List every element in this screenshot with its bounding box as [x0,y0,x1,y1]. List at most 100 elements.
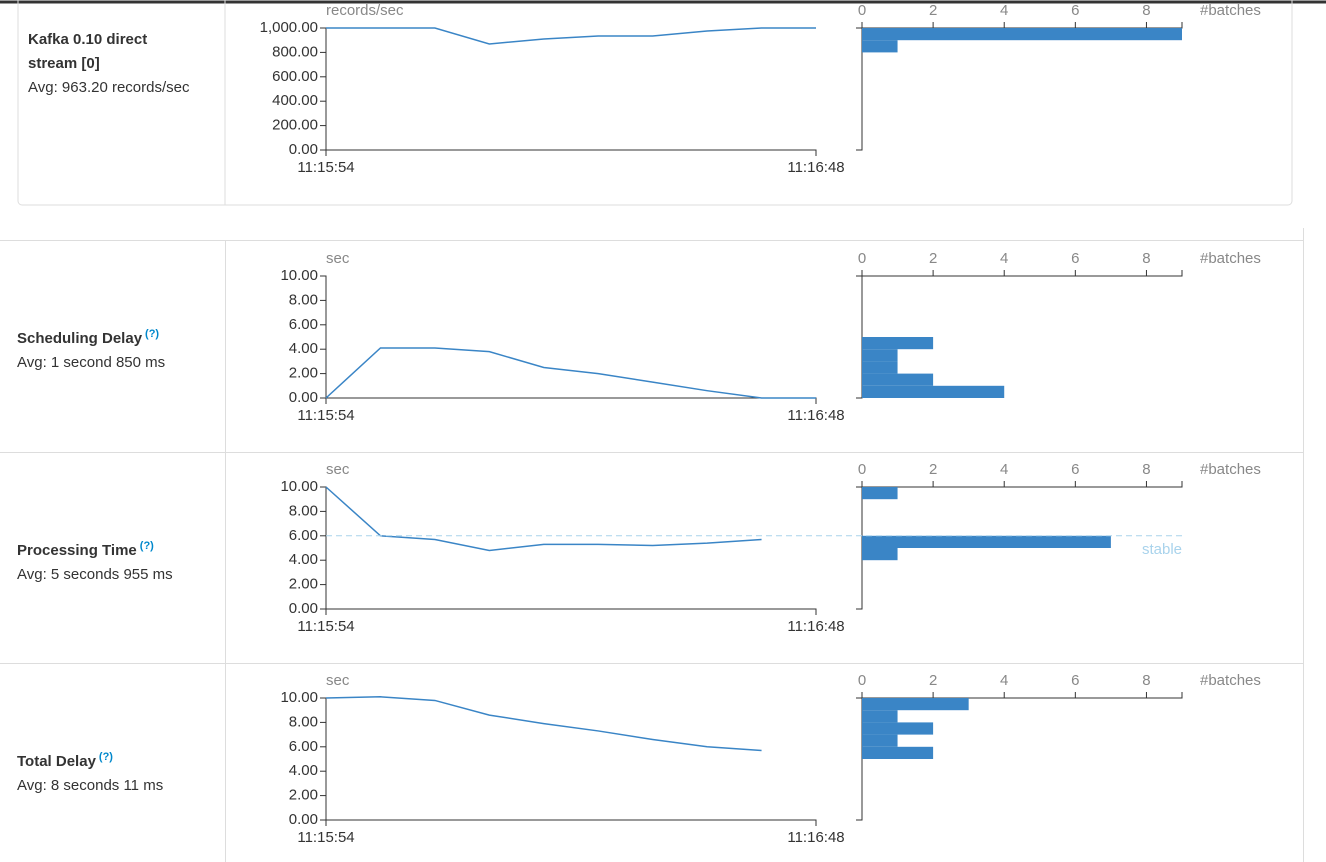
y-tick-label: 2.00 [289,365,318,382]
histogram-x-tick-label: 4 [1000,2,1008,19]
histogram-x-tick-label: 4 [1000,250,1008,267]
x-tick-label: 11:15:54 [297,407,354,424]
y-axis [320,486,327,610]
y-tick-label: 0.00 [289,811,318,828]
histogram-axis-label: #batches [1200,461,1261,478]
y-tick-label: 4.00 [289,551,318,568]
metric-name: Processing Time [17,542,137,559]
y-tick-label: 0.00 [289,600,318,617]
y-tick-label: 2.00 [289,787,318,804]
metric-average: Avg: 8 seconds 11 ms [17,777,164,794]
y-tick-label: 8.00 [289,713,318,730]
metric-title: Processing Time (?) [17,534,217,563]
metric-average: Avg: 963.20 records/sec [28,79,190,96]
y-tick-label: 200.00 [272,117,318,134]
y-axis [320,275,327,399]
histogram-x-tick-label: 6 [1071,672,1079,689]
metric-name: Scheduling Delay [17,330,143,347]
y-tick-label: 4.00 [289,762,318,779]
x-tick-label: 11:15:54 [297,829,354,846]
histogram-x-tick-label: 2 [929,461,937,478]
metric-label: Scheduling Delay (?) Avg: 1 second 850 ms [17,322,217,375]
histogram-x-tick-label: 8 [1142,250,1150,267]
metric-title: Total Delay (?) [17,745,217,774]
metric-name: Total Delay [17,753,96,770]
histogram-axis-label: #batches [1200,250,1261,267]
timeline-line [326,27,816,45]
histogram-axis-label: #batches [1200,672,1261,689]
histogram-x-tick-label: 2 [929,250,937,267]
y-tick-label: 1,000.00 [260,19,318,36]
histogram-y-axis [856,27,863,151]
y-tick-label: 10.00 [280,267,318,284]
x-tick-label: 11:15:54 [297,159,354,176]
metric-label: Kafka 0.10 direct stream [0] Avg: 963.20 … [28,28,193,100]
input-box [17,0,1293,206]
histogram-x-axis [861,270,1183,277]
histogram-x-tick-label: 8 [1142,672,1150,689]
help-icon[interactable]: (?) [98,751,113,763]
metric-title: Kafka 0.10 direct stream [0] [28,28,193,76]
histogram-bar [862,337,934,350]
histogram-x-tick-label: 6 [1071,2,1079,19]
metric-label: Processing Time (?) Avg: 5 seconds 955 ms [17,534,217,587]
histogram-x-tick-label: 4 [1000,672,1008,689]
histogram-bar [862,487,898,500]
y-tick-label: 4.00 [289,340,318,357]
metric-label: Total Delay (?) Avg: 8 seconds 11 ms [17,745,217,798]
timeline-line [325,347,816,399]
x-axis [325,149,817,156]
y-axis-unit: sec [326,672,350,689]
histogram-bar [862,361,898,374]
y-axis-unit: sec [326,461,350,478]
x-tick-label: 11:16:48 [787,618,844,635]
y-tick-label: 0.00 [289,141,318,158]
histogram-x-tick-label: 6 [1071,461,1079,478]
histogram-y-axis [856,275,863,399]
histogram-x-axis [861,692,1183,699]
histogram-x-tick-label: 2 [929,672,937,689]
y-tick-label: 6.00 [289,316,318,333]
timeline-line [325,486,762,552]
histogram-x-axis [861,22,1183,29]
metric-average: Avg: 1 second 850 ms [17,354,166,371]
y-axis-unit: records/sec [326,2,404,19]
y-axis-unit: sec [326,250,350,267]
stable-label: stable [1142,541,1182,558]
histogram-x-tick-label: 8 [1142,461,1150,478]
y-tick-label: 400.00 [272,92,318,109]
histogram-bar [862,40,898,53]
help-icon[interactable]: (?) [145,328,160,340]
histogram-bar [862,698,969,711]
y-tick-label: 10.00 [280,478,318,495]
histogram-y-axis [856,697,863,821]
histogram-y-axis [856,486,863,610]
histogram-x-tick-label: 0 [858,461,866,478]
histogram-bar [862,710,898,723]
y-tick-label: 800.00 [272,43,318,60]
histogram-bar [862,548,898,561]
x-tick-label: 11:15:54 [297,618,354,635]
x-tick-label: 11:16:48 [787,829,844,846]
histogram-bar [862,349,898,362]
y-tick-label: 6.00 [289,738,318,755]
histogram-x-tick-label: 2 [929,2,937,19]
histogram-bar [862,373,934,386]
histogram-x-tick-label: 4 [1000,461,1008,478]
help-icon[interactable]: (?) [139,540,154,552]
x-axis [325,608,817,615]
y-tick-label: 600.00 [272,68,318,85]
metric-average: Avg: 5 seconds 955 ms [17,566,173,583]
y-tick-label: 2.00 [289,576,318,593]
histogram-bar [862,28,1182,41]
y-tick-label: 0.00 [289,389,318,406]
histogram-axis-label: #batches [1200,2,1261,19]
timeline-line [325,696,762,752]
histogram-bar [862,385,1005,398]
x-tick-label: 11:16:48 [787,407,844,424]
y-tick-label: 8.00 [289,291,318,308]
histogram-x-tick-label: 0 [858,250,866,267]
histogram-bar [862,535,1111,548]
